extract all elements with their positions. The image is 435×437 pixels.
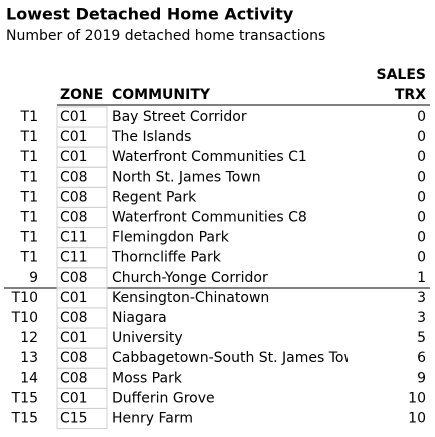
- zone: C08: [60, 189, 88, 205]
- community: Waterfront Communities C8: [112, 210, 307, 226]
- column-header: SALES: [377, 67, 427, 83]
- sales: 0: [417, 230, 426, 246]
- community: Henry Farm: [112, 411, 193, 427]
- rank: T1: [20, 109, 38, 125]
- community: Waterfront Communities C1: [112, 149, 307, 165]
- zone: C08: [60, 270, 88, 286]
- rank: T1: [20, 149, 38, 165]
- rank: T1: [20, 189, 38, 205]
- community: Dufferin Grove: [112, 390, 215, 406]
- sales: 0: [417, 109, 426, 125]
- rank: T1: [20, 210, 38, 226]
- zone: C15: [60, 411, 88, 427]
- sales: 0: [417, 149, 426, 165]
- sales: 0: [417, 210, 426, 226]
- zone: C08: [60, 169, 88, 185]
- sales: 9: [417, 370, 426, 386]
- title: Lowest Detached Home Activity: [6, 5, 294, 24]
- rank: 9: [29, 270, 38, 286]
- rank: 12: [20, 330, 38, 346]
- zone: C01: [60, 330, 88, 346]
- community: Church-Yonge Corridor: [112, 270, 268, 286]
- zone: C11: [60, 230, 88, 246]
- community: The Islands: [111, 129, 191, 145]
- rank: T1: [20, 230, 38, 246]
- community: Cabbagetown-South St. James Town: [112, 350, 364, 366]
- rank: T1: [20, 250, 38, 266]
- zone: C01: [60, 129, 88, 145]
- sales: 1: [417, 270, 426, 286]
- sales: 0: [417, 129, 426, 145]
- sales: 10: [408, 390, 426, 406]
- community: Moss Park: [112, 370, 183, 386]
- rank: 14: [20, 370, 38, 386]
- sales: 6: [417, 350, 426, 366]
- zone-cell: [56, 407, 108, 430]
- column-header: TRX: [395, 87, 426, 103]
- community: Niagara: [112, 310, 167, 326]
- community: Kensington-Chinatown: [112, 290, 269, 306]
- subtitle: Number of 2019 detached home transaction…: [6, 28, 325, 44]
- zone: C01: [60, 290, 88, 306]
- sales: 10: [408, 411, 426, 427]
- sales: 3: [417, 310, 426, 326]
- sales: 0: [417, 189, 426, 205]
- rank: T1: [20, 129, 38, 145]
- community: Regent Park: [112, 189, 197, 205]
- rank: T15: [11, 390, 38, 406]
- rank: 13: [20, 350, 38, 366]
- column-header: ZONE: [60, 87, 103, 103]
- community: University: [112, 330, 183, 346]
- sales: 0: [417, 250, 426, 266]
- zone: C08: [60, 310, 88, 326]
- column-header: COMMUNITY: [112, 87, 211, 103]
- rank: T1: [20, 169, 38, 185]
- zone: C11: [60, 250, 88, 266]
- rank: T10: [11, 290, 38, 306]
- community: Flemingdon Park: [112, 230, 230, 246]
- zone: C08: [60, 210, 88, 226]
- sales: 5: [417, 330, 426, 346]
- zone: C01: [60, 149, 88, 165]
- community: North St. James Town: [112, 169, 261, 185]
- sales: 0: [417, 169, 426, 185]
- zone: C01: [60, 109, 88, 125]
- zone: C08: [60, 350, 88, 366]
- community: Thorncliffe Park: [111, 250, 222, 266]
- rank: T10: [11, 310, 38, 326]
- zone: C01: [60, 390, 88, 406]
- community: Bay Street Corridor: [112, 109, 247, 125]
- zone: C08: [60, 370, 88, 386]
- sales: 3: [417, 290, 426, 306]
- rank: T15: [11, 411, 38, 427]
